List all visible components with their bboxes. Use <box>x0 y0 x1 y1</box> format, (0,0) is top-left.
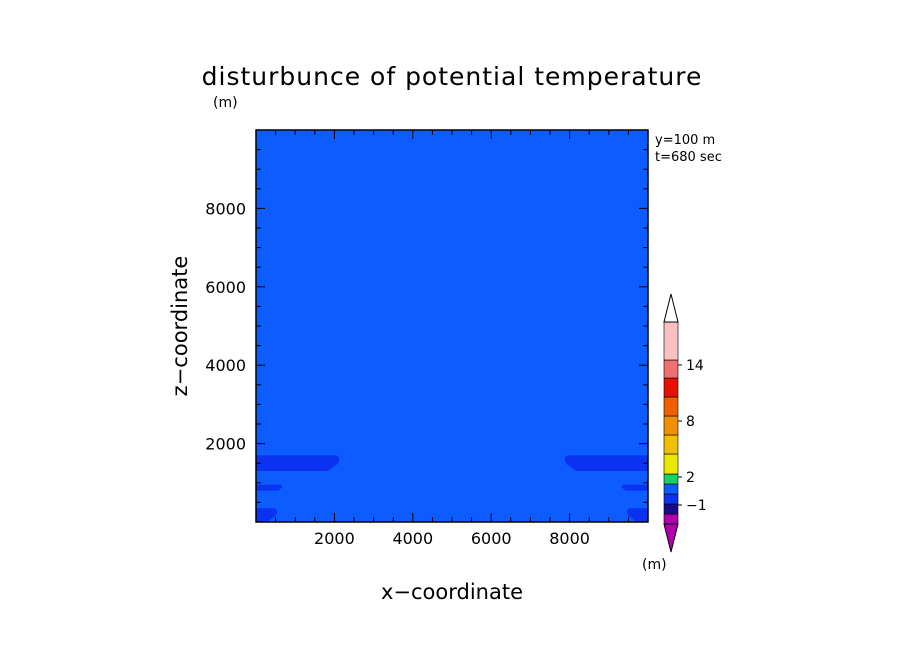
colorbar-segment <box>663 359 679 379</box>
colorbar-segment <box>663 321 679 361</box>
colorbar-segment <box>663 415 679 436</box>
colorbar-tick-label: 2 <box>686 470 695 486</box>
contour-region-left-1 <box>256 484 283 491</box>
colorbar-segment <box>663 493 679 505</box>
contour-region-right-4 <box>621 484 648 491</box>
colorbar-segment <box>663 473 679 485</box>
y-tick-label: 6000 <box>205 278 246 297</box>
colorbar-tick-label: 8 <box>686 414 695 430</box>
colorbar-tick-label: −1 <box>686 498 707 514</box>
x-tick-label: 4000 <box>392 529 433 548</box>
plot-area: 2000 4000 6000 8000 2000 4000 6000 8000 <box>205 129 649 548</box>
colorbar: 14 8 2 −1 <box>663 293 707 553</box>
x-tick-label: 6000 <box>471 529 512 548</box>
contour-region-left-2 <box>256 508 277 522</box>
colorbar-segment <box>663 453 679 475</box>
x-tick-label: 2000 <box>314 529 355 548</box>
colorbar-segment <box>663 377 679 398</box>
info-time: t=680 sec <box>655 150 722 165</box>
contour-region-right-5 <box>627 508 648 522</box>
colorbar-bottom-arrow <box>663 523 679 553</box>
contour-regions <box>256 455 648 522</box>
contour-region-right-3 <box>564 455 648 472</box>
colorbar-tick-label: 14 <box>686 358 704 374</box>
colorbar-segment <box>663 503 679 515</box>
y-tick-label: 8000 <box>205 199 246 218</box>
colorbar-top-arrow <box>663 293 679 323</box>
y-tick-label: 2000 <box>205 435 246 454</box>
contour-region-left-0 <box>256 455 340 472</box>
chart-title: disturbunce of potential temperature <box>202 62 703 91</box>
x-tick-label: 8000 <box>549 529 590 548</box>
y-axis-label: z−coordinate <box>168 256 192 397</box>
info-y-position: y=100 m <box>655 133 715 148</box>
colorbar-segment <box>663 483 679 495</box>
colorbar-unit: (m) <box>642 557 667 573</box>
colorbar-segment <box>663 396 679 417</box>
y-tick-label: 4000 <box>205 356 246 375</box>
colorbar-segment <box>663 434 679 455</box>
y-axis-unit: (m) <box>213 95 238 111</box>
colorbar-segment <box>663 513 679 525</box>
x-axis-label: x−coordinate <box>381 580 523 604</box>
axis-ticks: 2000 4000 6000 8000 2000 4000 6000 8000 <box>205 129 649 548</box>
